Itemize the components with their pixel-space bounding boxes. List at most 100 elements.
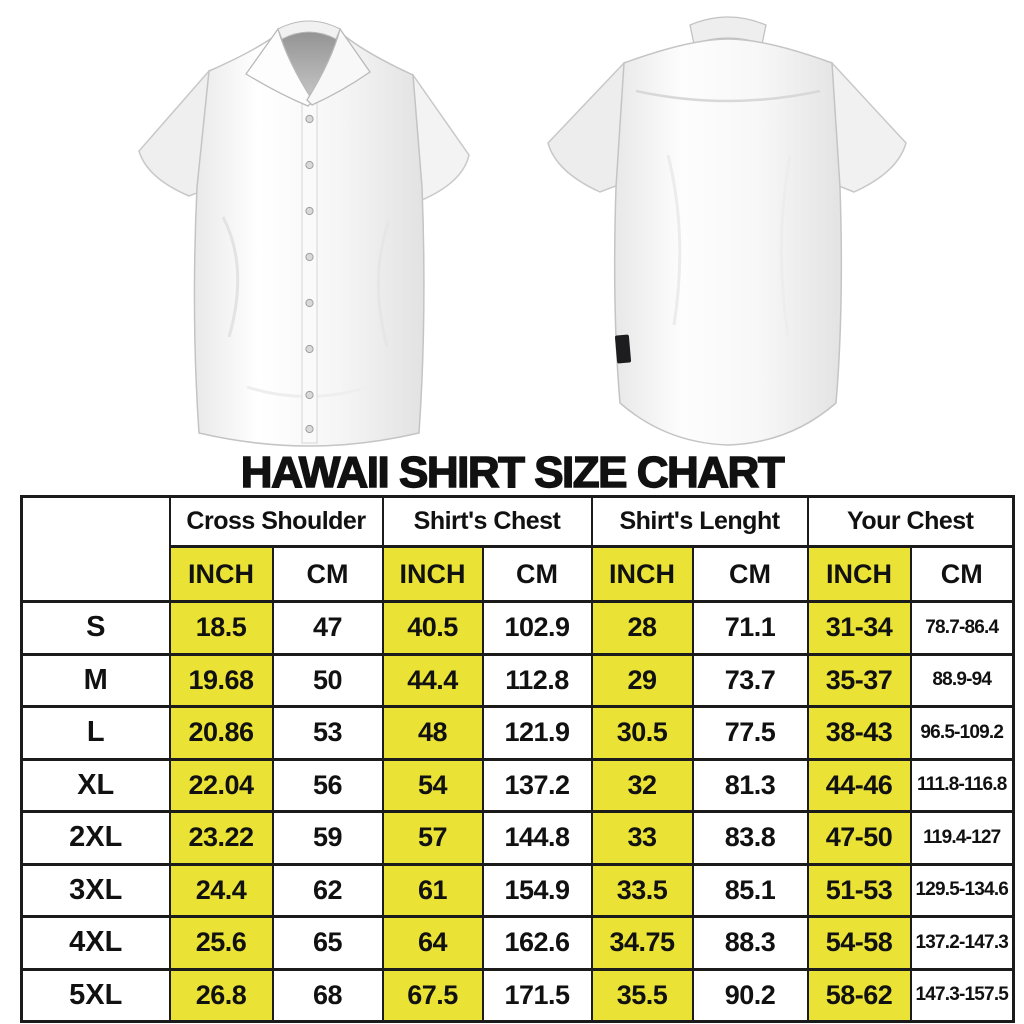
value-cell: 83.8 (691, 810, 809, 866)
value-cell: 61 (381, 862, 484, 918)
value-cell: 71.1 (691, 600, 809, 656)
unit-header-row: INCH CM INCH CM INCH CM INCH CM (22, 545, 1015, 603)
front-neck-shadow (276, 23, 343, 111)
value-cell: 81.3 (691, 757, 809, 813)
value-cell: 64 (381, 915, 484, 971)
front-collar-left (245, 27, 314, 107)
value-cell: 56 (271, 757, 384, 813)
value-cell: 67.5 (381, 967, 484, 1023)
value-cell: 35-37 (806, 652, 912, 708)
value-cell: 119.4-127 (909, 810, 1015, 866)
value-cell: 28 (590, 600, 694, 656)
value-cell: 23.22 (168, 810, 274, 866)
value-cell: 20.86 (168, 705, 274, 761)
size-label: M (20, 652, 171, 708)
value-cell: 171.5 (481, 967, 593, 1023)
unit-header-cm: CM (271, 545, 384, 603)
page-title: HAWAII SHIRT SIZE CHART (240, 447, 785, 497)
value-cell: 34.75 (590, 915, 694, 971)
size-label: 5XL (20, 967, 171, 1023)
value-cell: 26.8 (168, 967, 274, 1023)
table-row: L 20.86 53 48 121.9 30.5 77.5 38-43 96.5… (20, 705, 1015, 761)
value-cell: 96.5-109.2 (909, 705, 1015, 761)
back-side-tag (614, 334, 632, 364)
value-cell: 44.4 (381, 652, 484, 708)
value-cell: 147.3-157.5 (909, 967, 1015, 1023)
value-cell: 54 (381, 757, 484, 813)
front-buttons (305, 114, 314, 434)
value-cell: 88.3 (691, 915, 809, 971)
size-label: 2XL (20, 810, 171, 866)
value-cell: 62 (271, 862, 384, 918)
shirt-front-image (138, 20, 470, 447)
value-cell: 112.8 (481, 652, 593, 708)
value-cell: 137.2 (481, 757, 593, 813)
value-cell: 53 (271, 705, 384, 761)
value-cell: 68 (271, 967, 384, 1023)
unit-header-inch: INCH (590, 545, 694, 603)
size-label: 4XL (20, 915, 171, 971)
table-row: 5XL 26.8 68 67.5 171.5 35.5 90.2 58-62 1… (20, 967, 1015, 1023)
size-label: L (20, 705, 171, 761)
value-cell: 44-46 (806, 757, 912, 813)
value-cell: 154.9 (481, 862, 593, 918)
value-cell: 54-58 (806, 915, 912, 971)
value-cell: 73.7 (691, 652, 809, 708)
value-cell: 129.5-134.6 (909, 862, 1015, 918)
value-cell: 90.2 (691, 967, 809, 1023)
value-cell: 85.1 (691, 862, 809, 918)
back-wrinkle (666, 154, 682, 326)
value-cell: 33 (590, 810, 694, 866)
group-header-cross-shoulder: Cross Shoulder (168, 495, 384, 548)
back-body (613, 38, 843, 446)
value-cell: 162.6 (481, 915, 593, 971)
value-cell: 102.9 (481, 600, 593, 656)
unit-header-inch: INCH (806, 545, 912, 603)
value-cell: 78.7-86.4 (909, 600, 1015, 656)
value-cell: 137.2-147.3 (909, 915, 1015, 971)
group-header-shirts-lenght: Shirt's Lenght (590, 495, 809, 548)
front-collar-right (306, 27, 371, 106)
value-cell: 31-34 (806, 600, 912, 656)
shirt-back-image (547, 16, 907, 446)
value-cell: 24.4 (168, 862, 274, 918)
value-cell: 48 (381, 705, 484, 761)
size-label: 3XL (20, 862, 171, 918)
value-cell: 121.9 (481, 705, 593, 761)
value-cell: 65 (271, 915, 384, 971)
table-row: XL 22.04 56 54 137.2 32 81.3 44-46 111.8… (20, 757, 1015, 813)
value-cell: 58-62 (806, 967, 912, 1023)
value-cell: 50 (271, 652, 384, 708)
front-wrinkle (221, 216, 240, 338)
value-cell: 144.8 (481, 810, 593, 866)
value-cell: 47 (271, 600, 384, 656)
back-yoke-seam (635, 89, 821, 103)
back-wrinkle (780, 154, 792, 336)
size-label: S (20, 600, 171, 656)
value-cell: 77.5 (691, 705, 809, 761)
table-row: 3XL 24.4 62 61 154.9 33.5 85.1 51-53 129… (20, 862, 1015, 918)
unit-header-inch: INCH (381, 545, 484, 603)
value-cell: 18.5 (168, 600, 274, 656)
table-row: 2XL 23.22 59 57 144.8 33 83.8 47-50 119.… (20, 810, 1015, 866)
value-cell: 25.6 (168, 915, 274, 971)
value-cell: 33.5 (590, 862, 694, 918)
value-cell: 32 (590, 757, 694, 813)
unit-header-cm: CM (909, 545, 1015, 603)
group-header-row: Cross Shoulder Shirt's Chest Shirt's Len… (20, 495, 1015, 603)
unit-header-cm: CM (481, 545, 593, 603)
group-header-shirts-chest: Shirt's Chest (381, 495, 593, 548)
group-header-your-chest: Your Chest (806, 495, 1015, 548)
table-row: M 19.68 50 44.4 112.8 29 73.7 35-37 88.9… (20, 652, 1015, 708)
size-chart-table: Cross Shoulder Shirt's Chest Shirt's Len… (20, 495, 1016, 1023)
value-cell: 29 (590, 652, 694, 708)
front-wrinkle (377, 220, 391, 348)
value-cell: 47-50 (806, 810, 912, 866)
value-cell: 40.5 (381, 600, 484, 656)
unit-header-cm: CM (691, 545, 809, 603)
value-cell: 111.8-116.8 (909, 757, 1015, 813)
value-cell: 57 (381, 810, 484, 866)
front-collar-band (277, 20, 341, 40)
value-cell: 38-43 (806, 705, 912, 761)
value-cell: 22.04 (168, 757, 274, 813)
